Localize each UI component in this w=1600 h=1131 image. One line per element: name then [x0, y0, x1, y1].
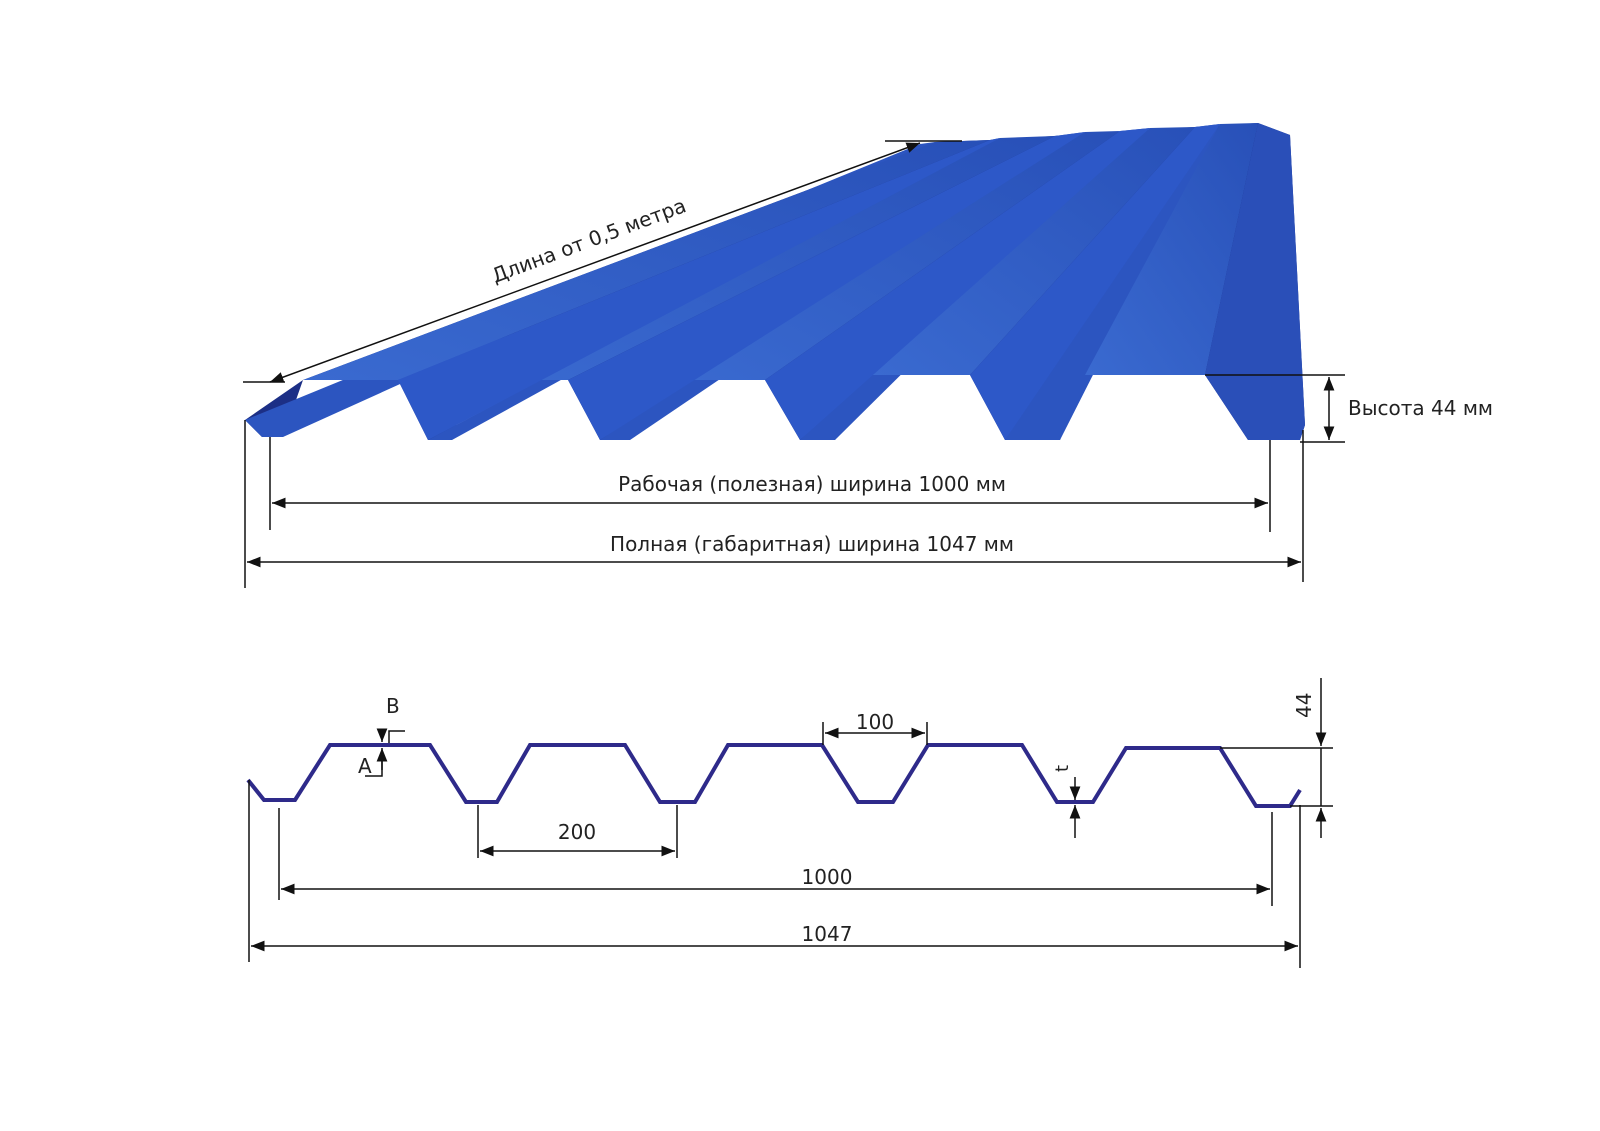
profile-dimensions	[248, 678, 1333, 968]
dim-rib-top: 100	[856, 710, 894, 734]
working-width-label: Рабочая (полезная) ширина 1000 мм	[618, 472, 1006, 496]
rib-top	[868, 127, 1195, 375]
top-dimensions	[243, 140, 1345, 588]
dim-full: 1047	[802, 922, 853, 946]
full-width-label: Полная (габаритная) ширина 1047 мм	[610, 532, 1014, 556]
label-t: t	[1052, 765, 1073, 772]
rib-side	[970, 124, 1220, 440]
height-label: Высота 44 мм	[1348, 396, 1493, 420]
dim-working: 1000	[802, 865, 853, 889]
sheet-3d	[245, 123, 1305, 440]
label-a: A	[358, 754, 372, 778]
dim-pitch: 200	[558, 820, 596, 844]
profile-line	[246, 743, 1302, 808]
label-b: B	[386, 694, 400, 718]
rib-top	[1085, 123, 1258, 375]
dim-height: 44	[1292, 693, 1316, 718]
rib-side	[1205, 123, 1305, 440]
